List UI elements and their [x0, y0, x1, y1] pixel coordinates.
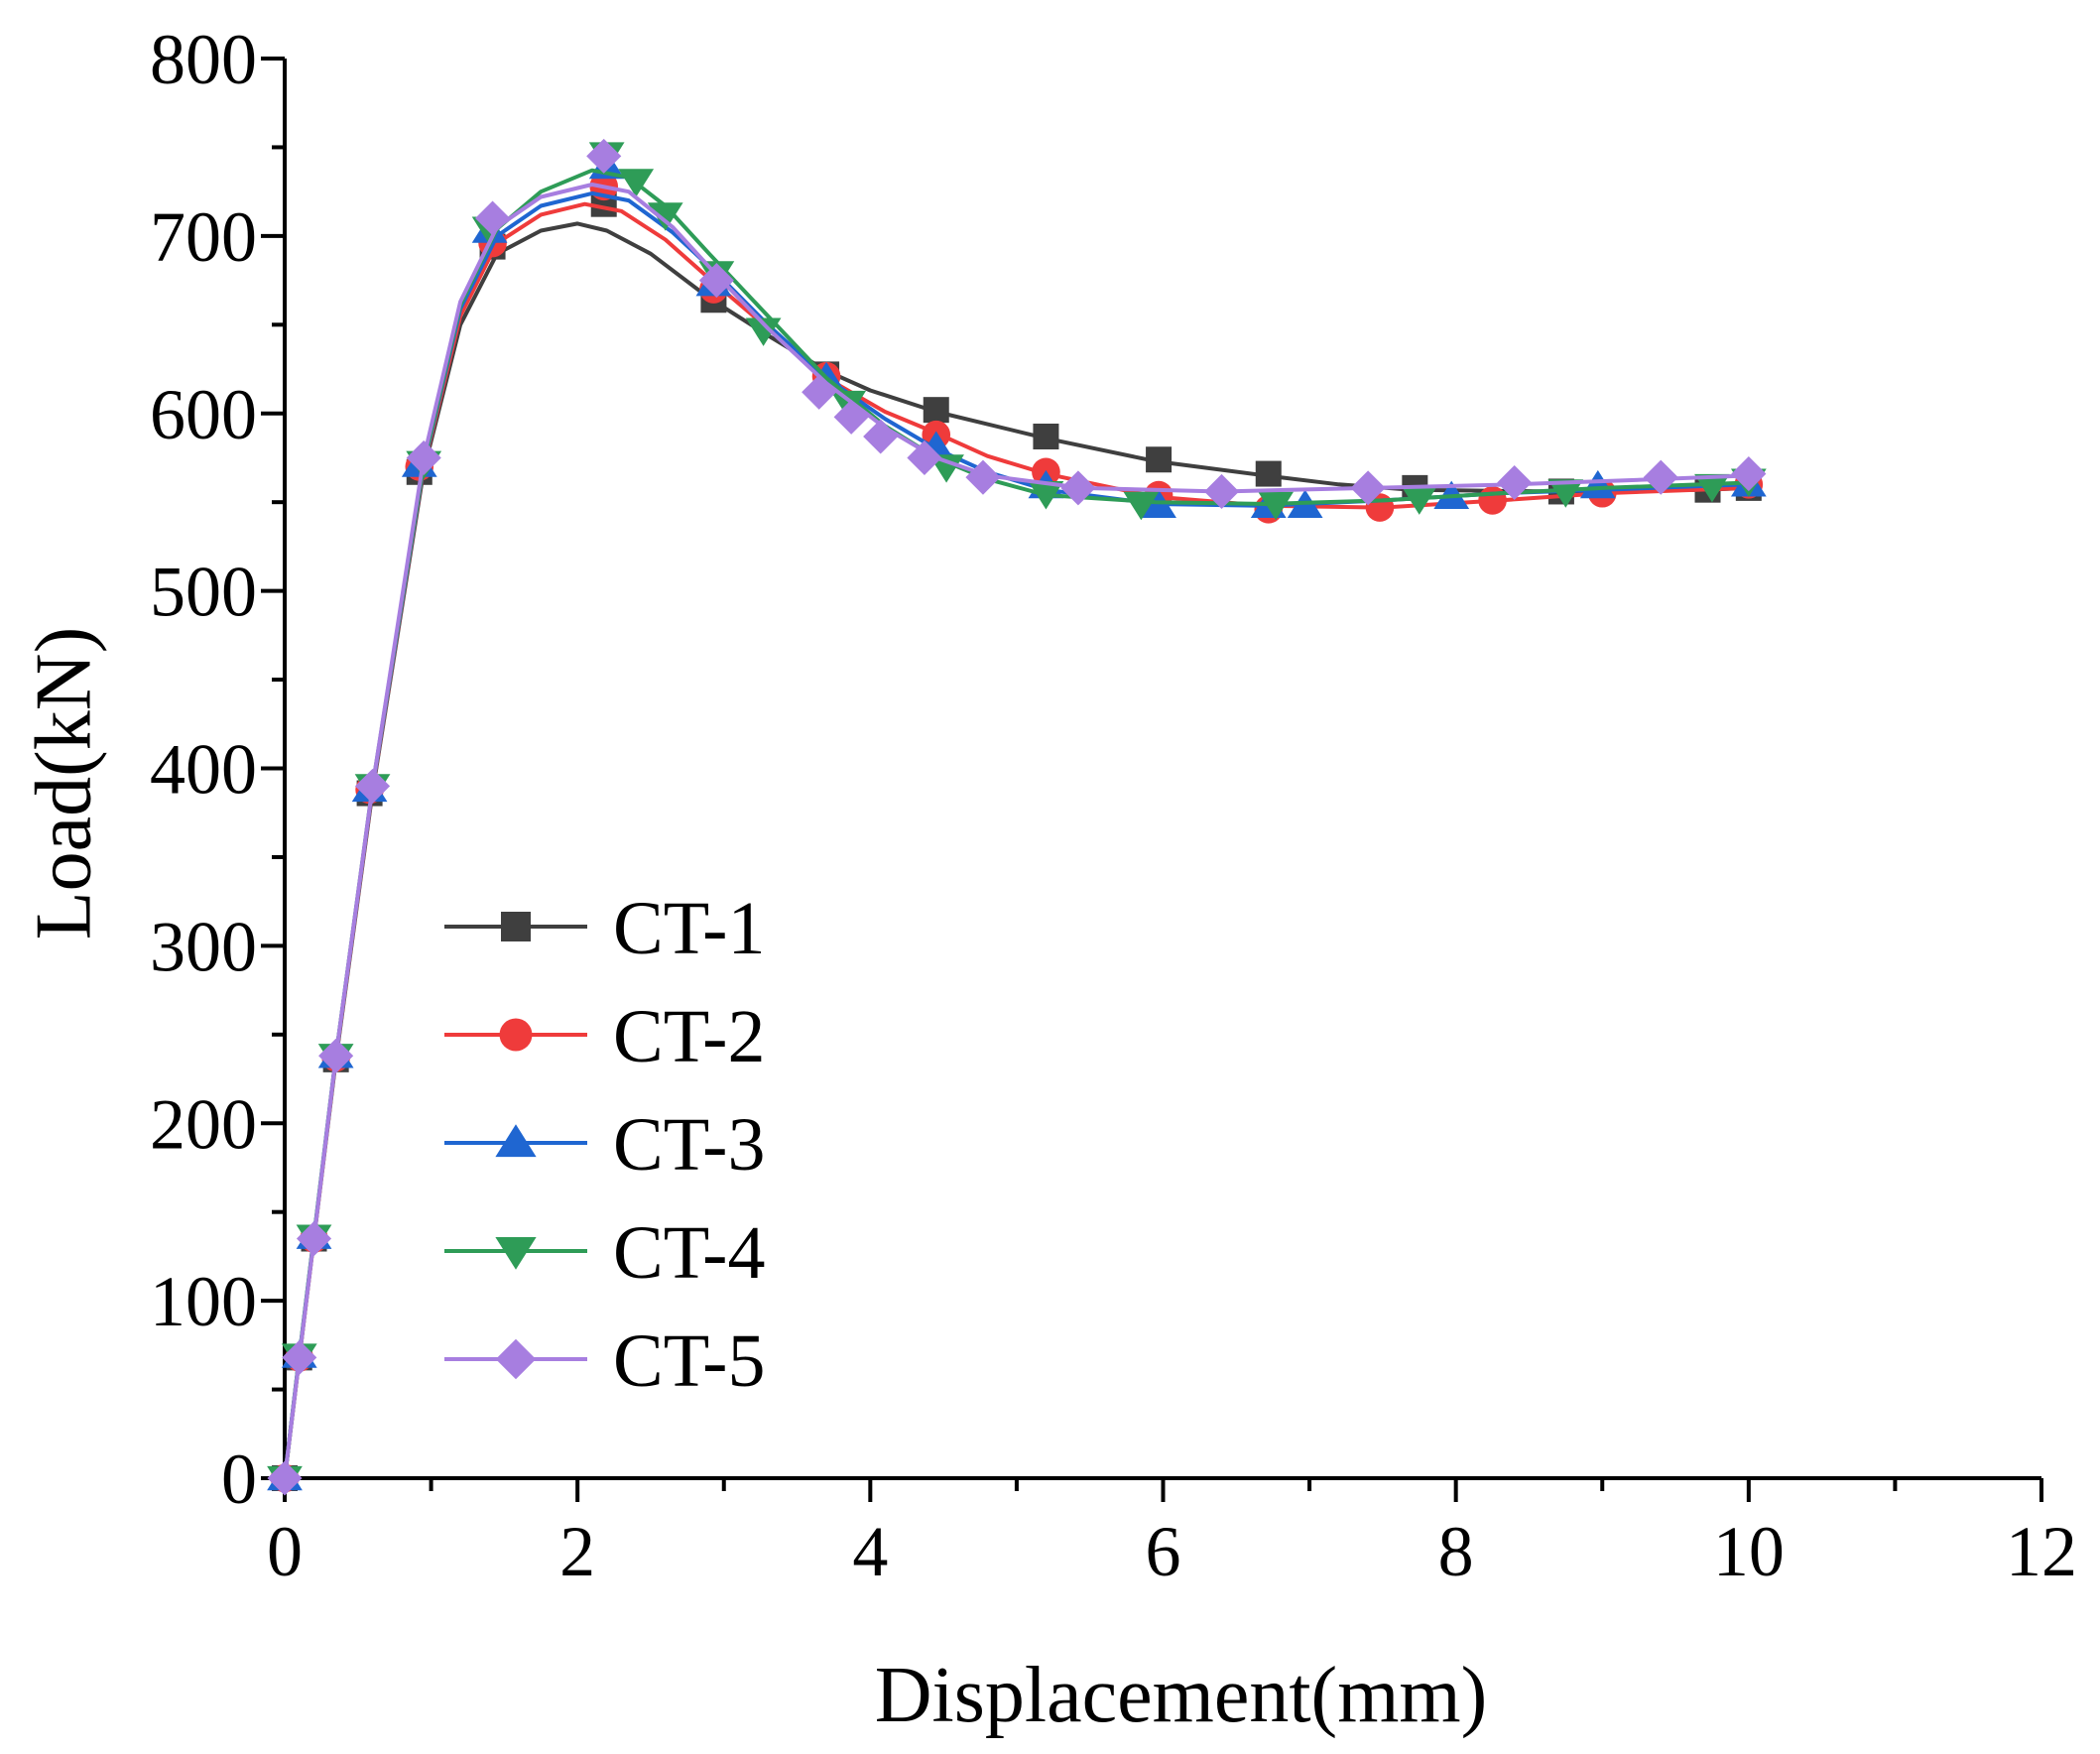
series-line — [283, 201, 1751, 1480]
legend-label: CT-3 — [613, 1103, 765, 1187]
data-point-diamond — [833, 399, 869, 435]
data-point-diamond — [1203, 473, 1240, 510]
series-ct-2 — [270, 172, 1764, 1493]
data-point-diamond — [296, 1220, 332, 1257]
y-tick-label: 600 — [150, 375, 257, 454]
x-axis-title: Displacement(mm) — [875, 1652, 1488, 1739]
data-point-triangle-down — [495, 1236, 537, 1270]
data-point-triangle-down — [745, 317, 782, 346]
data-point-square — [501, 912, 531, 941]
y-tick-label: 0 — [221, 1440, 257, 1519]
legend-label: CT-1 — [613, 887, 765, 970]
data-point-diamond — [863, 419, 899, 454]
y-tick-label: 400 — [150, 730, 257, 810]
series-line — [283, 190, 1751, 1480]
y-tick-label: 500 — [150, 553, 257, 632]
data-point-diamond — [1060, 470, 1096, 506]
legend-item-ct-5: CT-5 — [444, 1319, 765, 1403]
legend: CT-1 CT-2 CT-3 CT-4 CT-5 — [444, 887, 765, 1403]
y-tick-label: 200 — [150, 1084, 257, 1164]
x-tick-label: 12 — [2006, 1512, 2077, 1591]
data-point-diamond — [802, 374, 837, 410]
data-point-circle — [1478, 486, 1507, 515]
data-point-diamond — [586, 138, 622, 174]
x-tick-label: 2 — [559, 1512, 595, 1591]
data-point-triangle-down — [1028, 481, 1064, 510]
x-axis-ticks: 0 2 4 6 8 10 12 — [267, 1478, 2077, 1591]
plot-area: 0 2 4 6 8 10 12 0 100 200 300 400 500 600 700 800 — [150, 20, 2077, 1591]
series-layer — [267, 138, 1767, 1496]
series-ct-3 — [267, 150, 1767, 1491]
data-point-diamond — [1731, 456, 1767, 492]
data-point-diamond — [1497, 464, 1533, 501]
x-tick-label: 0 — [267, 1512, 303, 1591]
y-tick-label: 300 — [150, 907, 257, 986]
data-point-triangle-up — [1579, 469, 1616, 499]
data-point-square — [1146, 446, 1173, 473]
series-ct-4 — [267, 142, 1767, 1495]
legend-item-ct-2: CT-2 — [444, 995, 765, 1078]
series-line — [283, 221, 1751, 1480]
data-point-diamond — [355, 768, 391, 804]
data-point-diamond — [475, 200, 511, 236]
data-point-triangle-down — [1401, 486, 1437, 515]
data-point-diamond — [282, 1339, 317, 1375]
y-axis-ticks: 0 100 200 300 400 500 600 700 800 — [150, 20, 285, 1519]
data-point-diamond — [907, 439, 942, 476]
x-tick-label: 8 — [1438, 1512, 1474, 1591]
data-point-triangle-down — [618, 169, 655, 197]
legend-label: CT-2 — [613, 995, 765, 1078]
series-ct-5 — [267, 138, 1767, 1496]
data-point-diamond — [406, 439, 441, 476]
data-point-triangle-down — [647, 202, 683, 231]
y-axis-title: Load(kN) — [20, 627, 107, 940]
x-tick-label: 10 — [1713, 1512, 1785, 1591]
y-tick-label: 800 — [150, 20, 257, 99]
data-point-triangle-down — [1694, 473, 1730, 503]
series-line — [283, 168, 1751, 1480]
y-tick-label: 100 — [150, 1262, 257, 1341]
data-point-diamond — [1643, 459, 1678, 495]
data-point-diamond — [698, 263, 734, 299]
legend-item-ct-3: CT-3 — [444, 1103, 765, 1187]
data-point-triangle-down — [1123, 491, 1160, 521]
x-tick-label: 4 — [852, 1512, 888, 1591]
legend-item-ct-1: CT-1 — [444, 887, 765, 970]
data-point-circle — [499, 1018, 533, 1052]
data-point-diamond — [495, 1338, 537, 1380]
data-point-triangle-down — [1547, 479, 1584, 508]
legend-item-ct-4: CT-4 — [444, 1211, 765, 1295]
data-point-triangle-up — [495, 1124, 537, 1158]
data-point-diamond — [267, 1460, 303, 1496]
series-line — [283, 183, 1751, 1480]
data-point-diamond — [1350, 470, 1386, 506]
data-point-triangle-down — [1258, 491, 1295, 521]
x-tick-label: 6 — [1146, 1512, 1181, 1591]
y-tick-label: 700 — [150, 197, 257, 277]
data-point-square — [1255, 460, 1282, 487]
legend-label: CT-5 — [613, 1319, 765, 1403]
data-point-diamond — [318, 1038, 354, 1073]
data-point-diamond — [965, 459, 1001, 495]
data-point-square — [923, 397, 949, 424]
data-point-square — [1033, 424, 1059, 450]
series-ct-1 — [272, 190, 1762, 1491]
legend-label: CT-4 — [613, 1211, 765, 1295]
